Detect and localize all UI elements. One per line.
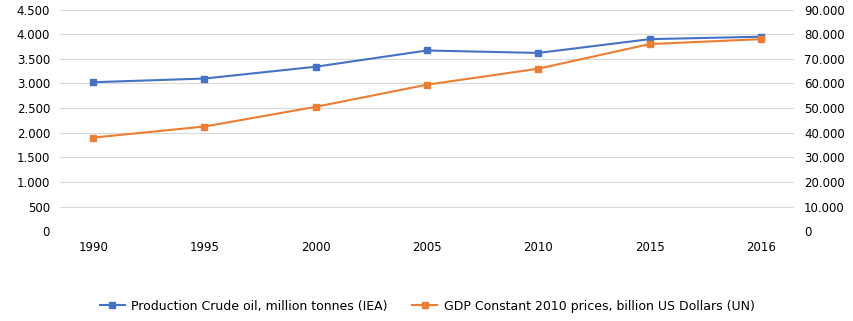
Production Crude oil, million tonnes (IEA)	[88, 80, 98, 84]
GDP Constant 2010 prices, billion US Dollars (UN)	[644, 42, 654, 46]
Production Crude oil, million tonnes (IEA)	[644, 37, 654, 41]
Production Crude oil, million tonnes (IEA)	[421, 48, 432, 52]
GDP Constant 2010 prices, billion US Dollars (UN)	[421, 83, 432, 87]
Production Crude oil, million tonnes (IEA)	[310, 65, 321, 69]
GDP Constant 2010 prices, billion US Dollars (UN)	[88, 136, 98, 140]
Line: GDP Constant 2010 prices, billion US Dollars (UN): GDP Constant 2010 prices, billion US Dol…	[90, 36, 763, 141]
GDP Constant 2010 prices, billion US Dollars (UN)	[532, 67, 543, 71]
Line: Production Crude oil, million tonnes (IEA): Production Crude oil, million tonnes (IE…	[90, 33, 763, 86]
GDP Constant 2010 prices, billion US Dollars (UN)	[755, 37, 765, 41]
Production Crude oil, million tonnes (IEA)	[199, 77, 209, 81]
GDP Constant 2010 prices, billion US Dollars (UN)	[310, 105, 321, 109]
Production Crude oil, million tonnes (IEA)	[755, 35, 765, 39]
Production Crude oil, million tonnes (IEA)	[532, 51, 543, 55]
GDP Constant 2010 prices, billion US Dollars (UN)	[199, 125, 209, 128]
Legend: Production Crude oil, million tonnes (IEA), GDP Constant 2010 prices, billion US: Production Crude oil, million tonnes (IE…	[95, 295, 758, 318]
